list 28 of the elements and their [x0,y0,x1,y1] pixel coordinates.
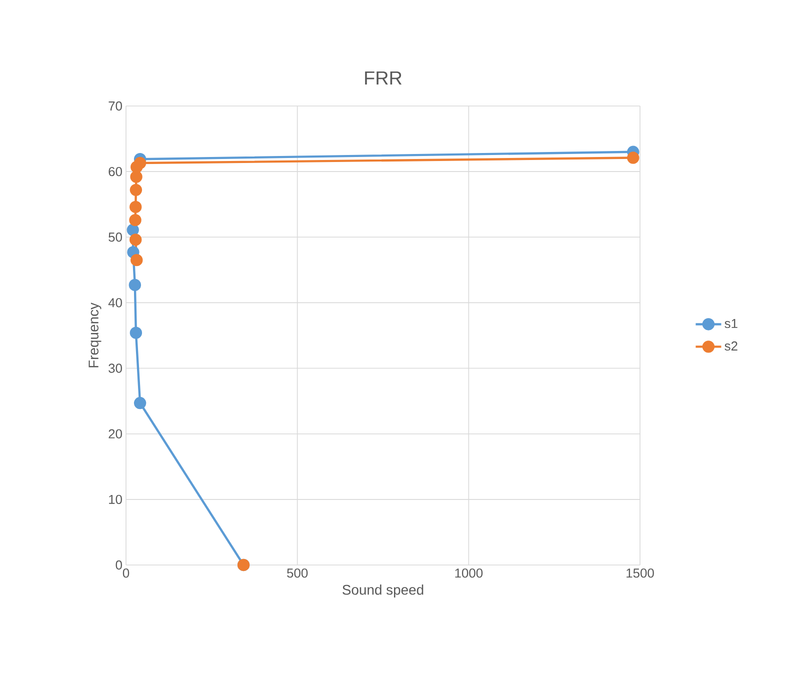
point [130,170,142,183]
point [134,156,146,170]
y-tick-label: 10 [109,494,122,504]
y-tick-label: 30 [108,364,122,373]
point [134,396,146,410]
point [128,278,142,292]
x-axis-title: Sound speed [342,584,424,598]
x-tick-label: 500 [287,568,308,578]
chart-title: FRR [365,71,402,84]
y-tick-label: 0 [116,560,122,570]
point [130,326,142,339]
y-tick-label: 70 [108,101,122,111]
point [129,214,142,226]
legend-label: s2 [724,341,738,351]
point [130,234,142,246]
y-axis-title: Frequency [88,302,102,368]
x-tick-label: 0 [122,568,130,578]
y-tick-label: 50 [108,232,122,242]
point [130,184,142,196]
legend-label: s1 [724,319,738,328]
y-tick-label: 40 [108,298,122,308]
point [130,254,143,266]
y-tick-label: 20 [108,429,122,438]
x-tick-label: 1000 [455,568,483,578]
x-tick-label: 1500 [626,568,654,578]
y-tick-label: 60 [108,166,122,176]
point [627,152,640,164]
point [130,200,142,214]
